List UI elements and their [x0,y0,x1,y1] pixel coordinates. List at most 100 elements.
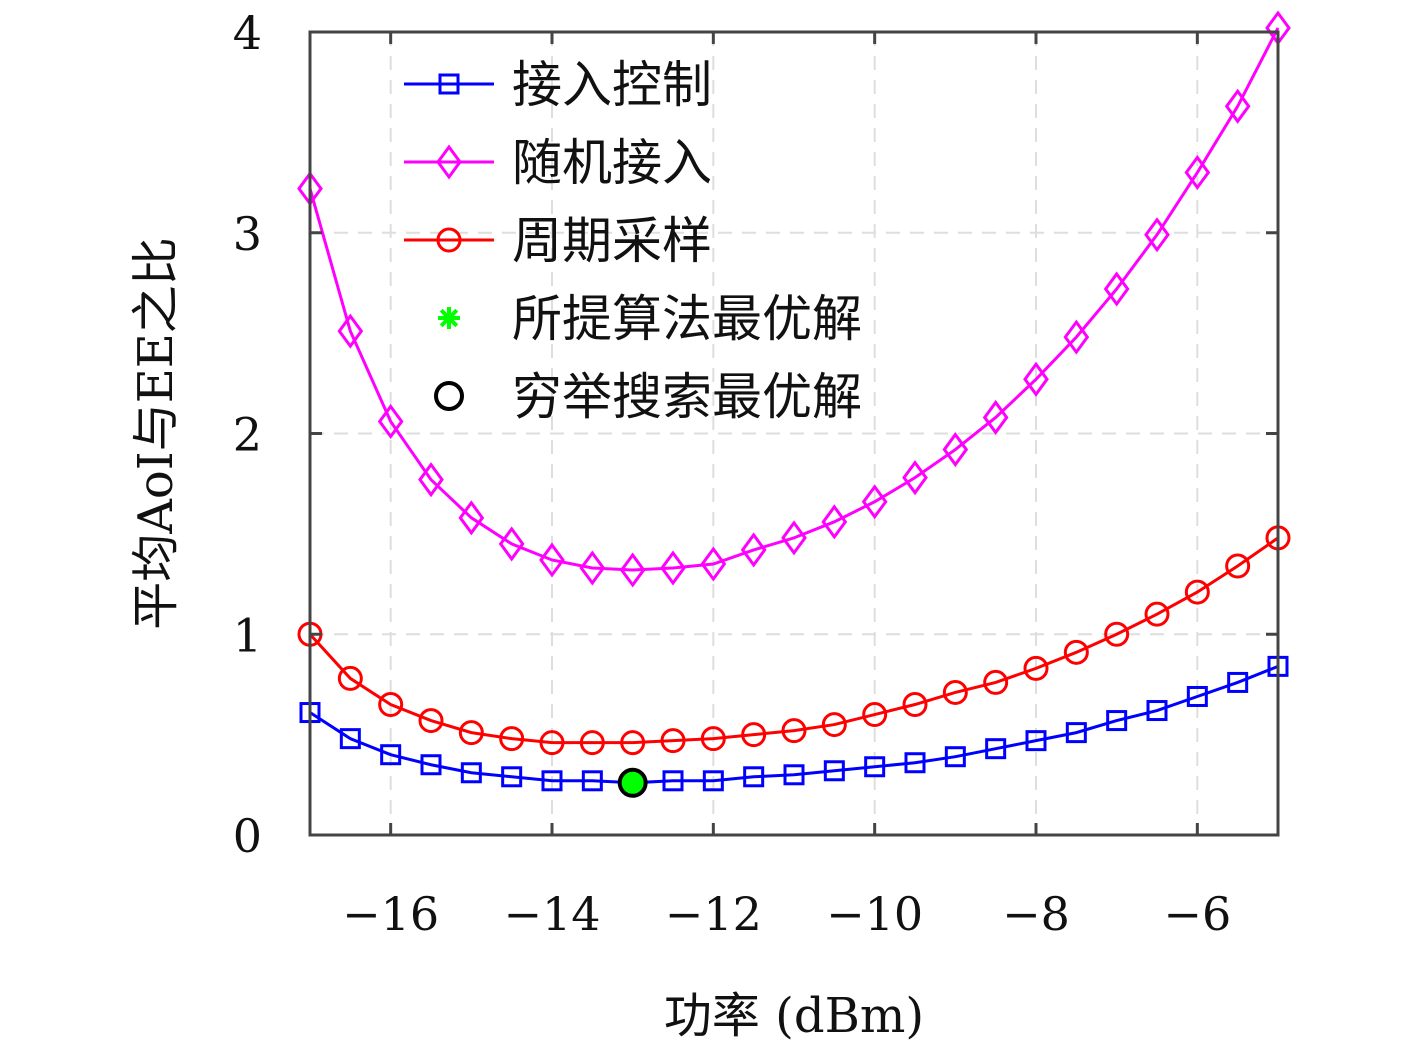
legend-entry: 所提算法最优解 [438,290,862,348]
optimal-point [617,767,648,798]
data-point [378,692,404,718]
data-point [861,484,888,520]
data-point [1146,700,1168,722]
data-point [902,460,928,496]
data-point [944,746,966,768]
data-point [982,399,1009,435]
y-tick-label: 0 [233,809,262,863]
y-tick-label: 3 [233,207,262,261]
x-axis-label: 功率 (dBm) [664,988,924,1044]
ticks: −16 −14 −12 −10 −8 −6 0 1 2 3 4 [233,6,1278,941]
series-line [309,664,1279,785]
asterisk-stroke [623,773,642,792]
optimal-point [621,771,644,794]
data-point [823,760,845,782]
data-point [702,770,724,792]
legend-label: 周期采样 [512,212,712,270]
data-point [1224,88,1251,124]
data-point [821,712,847,738]
data-point [1023,361,1049,397]
data-point [499,726,525,752]
data-point [1144,217,1170,253]
data-point [1063,319,1090,355]
data-point [501,766,523,788]
data-point [458,500,485,536]
x-tick-label: −10 [826,887,923,941]
legend-marker [436,227,462,253]
data-point [741,722,767,748]
legend-label: 接入控制 [512,56,712,114]
legend-marker [436,144,462,180]
legend-label: 所提算法最优解 [512,290,862,348]
data-point [942,679,968,705]
data-point [581,770,603,792]
series-line [308,536,1279,745]
data-point [660,550,686,586]
series-1 [297,10,1291,588]
legend-label: 随机接入 [512,134,712,192]
data-point [1023,655,1049,681]
data-point [498,526,525,562]
data-point [821,504,848,540]
data-point [1144,601,1170,627]
series-2 [297,525,1291,756]
data-point [418,708,444,734]
legend-entry: 随机接入 [404,134,712,192]
data-point [380,744,402,766]
legend-marker [438,307,460,329]
x-tick-label: −16 [342,887,439,941]
x-tick-label: −8 [1002,887,1070,941]
y-tick-label: 1 [233,608,262,662]
data-point [983,669,1009,695]
data-point [783,764,805,786]
data-point [1184,154,1211,191]
data-point [541,770,563,792]
grid [310,31,1278,836]
data-point [579,550,606,586]
y-tick-label: 4 [233,6,262,60]
data-point [1227,671,1249,693]
data-point [743,766,765,788]
data-point [339,728,361,750]
data-point [700,726,726,752]
data-point [337,665,363,691]
data-point [740,532,767,568]
x-tick-label: −12 [665,887,762,941]
data-point [902,692,928,718]
data-point [1104,621,1130,647]
data-point [539,542,565,578]
y-tick-label: 2 [233,408,262,462]
data-point [660,728,686,754]
data-point [781,718,807,744]
data-point [460,762,482,784]
x-tick-label: −6 [1163,887,1231,941]
asterisk-stroke [439,308,459,328]
data-point [662,770,684,792]
data-point [1225,553,1251,579]
data-point [864,756,886,778]
data-point [458,720,484,746]
legend-label: 穷举搜索最优解 [512,368,862,426]
data-point [377,403,404,439]
data-point [620,730,646,756]
data-point [420,754,442,776]
data-point [619,552,646,588]
y-axis-label: 平均AoI与EE之比 [128,237,184,630]
data-point [539,730,565,756]
data-point [337,313,364,349]
data-point [1184,579,1210,605]
legend-marker [438,73,460,95]
data-point [1103,271,1130,307]
data-point [1025,730,1047,752]
data-point [1186,685,1208,707]
data-point [781,520,807,556]
data-point [1065,722,1087,744]
data-point [904,752,926,774]
legend-marker [434,381,464,411]
data-point [862,702,888,728]
legend-entry: 接入控制 [404,56,712,114]
data-point [1106,710,1128,732]
legend-entry: 周期采样 [404,212,712,270]
